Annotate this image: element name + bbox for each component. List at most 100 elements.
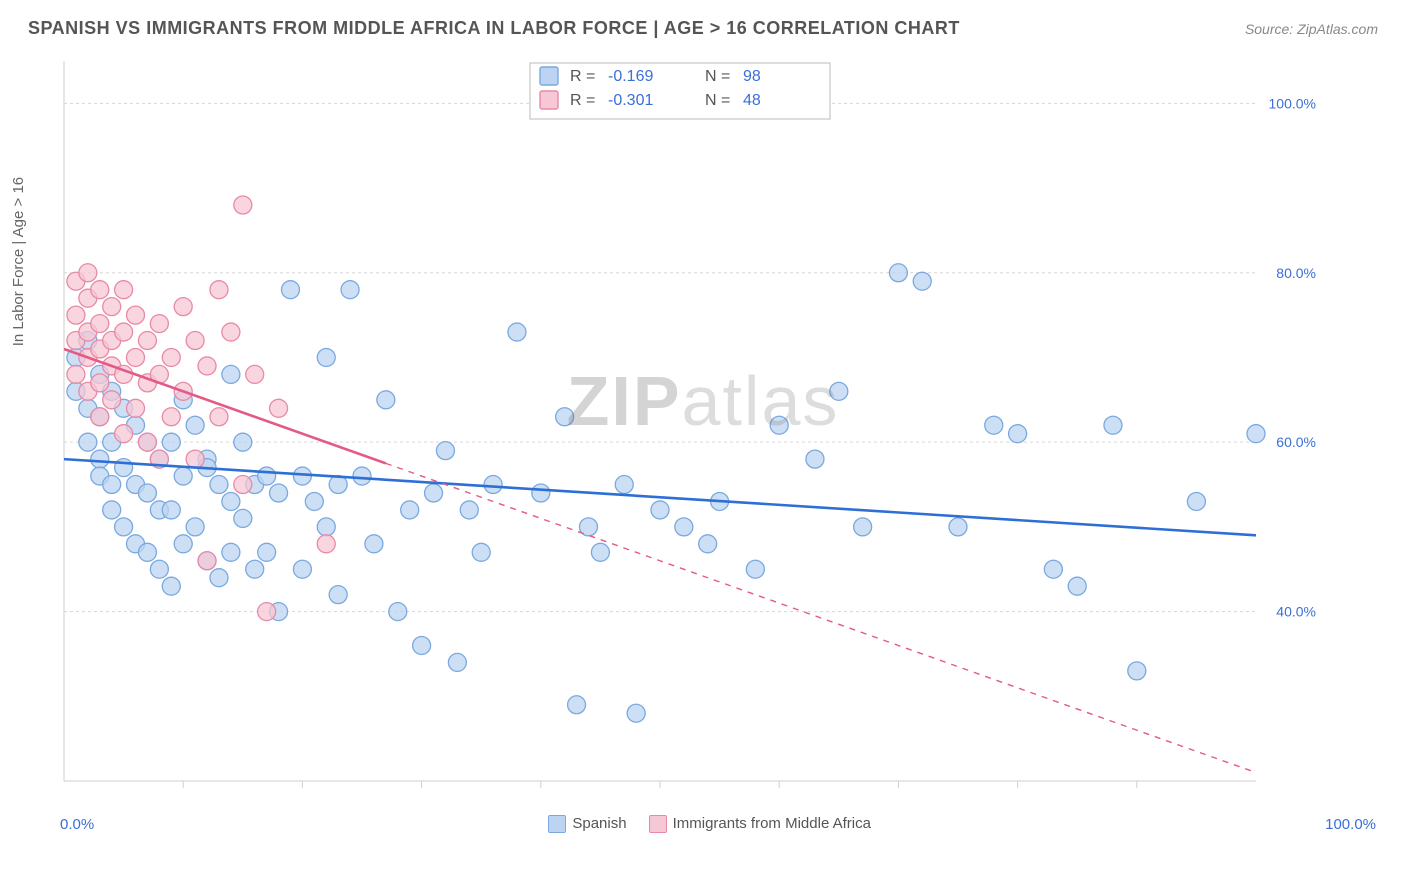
y-tick-label: 100.0% bbox=[1269, 95, 1316, 111]
bottom-legend: 0.0% Spanish Immigrants from Middle Afric… bbox=[0, 811, 1406, 833]
data-point bbox=[162, 433, 180, 451]
data-point bbox=[138, 543, 156, 561]
data-point bbox=[305, 492, 323, 510]
legend-label: Spanish bbox=[572, 815, 626, 832]
data-point bbox=[1104, 416, 1122, 434]
data-point bbox=[222, 323, 240, 341]
data-point bbox=[246, 365, 264, 383]
data-point bbox=[234, 433, 252, 451]
data-point bbox=[162, 501, 180, 519]
data-point bbox=[91, 408, 109, 426]
data-point bbox=[67, 365, 85, 383]
data-point bbox=[854, 518, 872, 536]
data-point bbox=[174, 298, 192, 316]
data-point bbox=[198, 357, 216, 375]
data-point bbox=[317, 518, 335, 536]
data-point bbox=[103, 476, 121, 494]
x-axis-min-label: 0.0% bbox=[60, 816, 94, 833]
data-point bbox=[150, 560, 168, 578]
data-point bbox=[425, 484, 443, 502]
legend-label: Immigrants from Middle Africa bbox=[673, 815, 871, 832]
data-point bbox=[79, 264, 97, 282]
data-point bbox=[317, 348, 335, 366]
data-point bbox=[210, 476, 228, 494]
data-point bbox=[293, 560, 311, 578]
stat-n-value: 48 bbox=[743, 92, 761, 109]
legend-item: Spanish bbox=[548, 815, 626, 833]
data-point bbox=[1009, 425, 1027, 443]
data-point bbox=[484, 476, 502, 494]
data-point bbox=[162, 348, 180, 366]
data-point bbox=[699, 535, 717, 553]
data-point bbox=[186, 450, 204, 468]
data-point bbox=[258, 543, 276, 561]
data-point bbox=[234, 476, 252, 494]
data-point bbox=[103, 391, 121, 409]
data-point bbox=[448, 653, 466, 671]
data-point bbox=[770, 416, 788, 434]
data-point bbox=[413, 636, 431, 654]
data-point bbox=[222, 365, 240, 383]
data-point bbox=[210, 281, 228, 299]
data-point bbox=[436, 442, 454, 460]
data-point bbox=[281, 281, 299, 299]
data-point bbox=[210, 408, 228, 426]
legend-swatch bbox=[548, 815, 566, 833]
data-point bbox=[91, 315, 109, 333]
data-point bbox=[317, 535, 335, 553]
data-point bbox=[258, 603, 276, 621]
data-point bbox=[1187, 492, 1205, 510]
y-tick-label: 40.0% bbox=[1276, 604, 1316, 620]
data-point bbox=[222, 492, 240, 510]
data-point bbox=[401, 501, 419, 519]
data-point bbox=[1247, 425, 1265, 443]
data-point bbox=[79, 433, 97, 451]
legend-item: Immigrants from Middle Africa bbox=[649, 815, 871, 833]
data-point bbox=[568, 696, 586, 714]
data-point bbox=[377, 391, 395, 409]
data-point bbox=[162, 408, 180, 426]
y-axis-label: In Labor Force | Age > 16 bbox=[10, 177, 27, 346]
data-point bbox=[627, 704, 645, 722]
data-point bbox=[115, 323, 133, 341]
data-point bbox=[91, 450, 109, 468]
data-point bbox=[138, 433, 156, 451]
data-point bbox=[985, 416, 1003, 434]
data-point bbox=[91, 281, 109, 299]
stat-n-value: 98 bbox=[743, 68, 761, 85]
stats-swatch bbox=[540, 91, 558, 109]
data-point bbox=[460, 501, 478, 519]
data-point bbox=[675, 518, 693, 536]
data-point bbox=[198, 552, 216, 570]
data-point bbox=[103, 298, 121, 316]
scatter-chart: 40.0%60.0%80.0%100.0%R =-0.169N =98R =-0… bbox=[20, 51, 1326, 811]
data-point bbox=[341, 281, 359, 299]
data-point bbox=[1128, 662, 1146, 680]
stat-r-value: -0.301 bbox=[608, 92, 653, 109]
data-point bbox=[174, 467, 192, 485]
y-tick-label: 60.0% bbox=[1276, 434, 1316, 450]
data-point bbox=[246, 560, 264, 578]
data-point bbox=[329, 586, 347, 604]
data-point bbox=[913, 272, 931, 290]
data-point bbox=[150, 315, 168, 333]
data-point bbox=[508, 323, 526, 341]
data-point bbox=[127, 399, 145, 417]
data-point bbox=[115, 281, 133, 299]
data-point bbox=[186, 518, 204, 536]
stats-swatch bbox=[540, 67, 558, 85]
source-label: Source: ZipAtlas.com bbox=[1245, 21, 1378, 37]
data-point bbox=[138, 332, 156, 350]
data-point bbox=[949, 518, 967, 536]
trend-line-dashed bbox=[386, 463, 1256, 772]
data-point bbox=[103, 501, 121, 519]
data-point bbox=[270, 399, 288, 417]
stat-r-label: R = bbox=[570, 92, 595, 109]
data-point bbox=[353, 467, 371, 485]
data-point bbox=[1068, 577, 1086, 595]
data-point bbox=[889, 264, 907, 282]
data-point bbox=[234, 509, 252, 527]
data-point bbox=[472, 543, 490, 561]
chart-title: SPANISH VS IMMIGRANTS FROM MIDDLE AFRICA… bbox=[28, 18, 960, 39]
data-point bbox=[67, 306, 85, 324]
